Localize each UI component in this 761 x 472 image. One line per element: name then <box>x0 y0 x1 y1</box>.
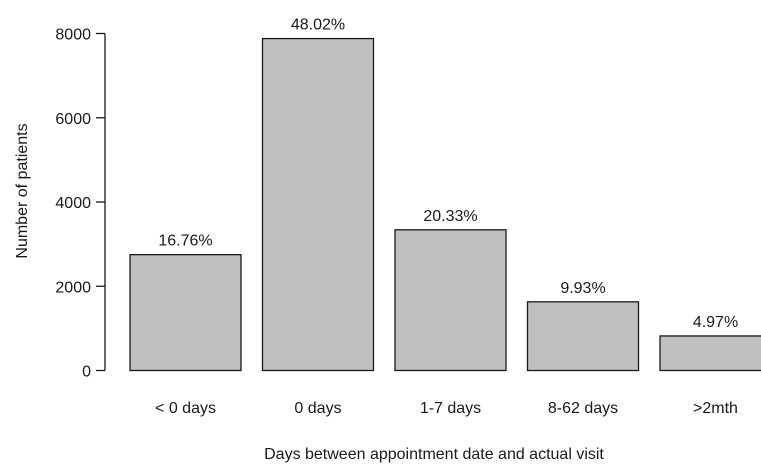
y-axis: 0 2000 4000 6000 8000 <box>55 27 106 381</box>
bar <box>129 254 242 372</box>
bars-group <box>129 37 761 372</box>
y-axis-title: Number of patients <box>14 123 31 258</box>
x-tick-label: 0 days <box>294 400 341 417</box>
bar <box>526 301 640 372</box>
data-label: 9.93% <box>560 280 605 297</box>
x-tick-label: >2mth <box>693 400 738 417</box>
y-tick-label: 0 <box>82 364 91 381</box>
data-labels-group: 16.76% 48.02% 20.33% 9.93% 4.97% <box>158 17 738 331</box>
bar <box>394 229 507 372</box>
bar <box>261 37 375 372</box>
bar <box>659 335 761 372</box>
x-tick-label: 1-7 days <box>420 400 481 417</box>
data-label: 48.02% <box>291 17 345 34</box>
x-tick-label: 8-62 days <box>548 400 618 417</box>
data-label: 16.76% <box>158 233 212 250</box>
y-tick-label: 2000 <box>55 279 91 296</box>
y-tick-label: 4000 <box>55 195 91 212</box>
x-axis-title: Days between appointment date and actual… <box>264 446 604 463</box>
y-tick-label: 6000 <box>55 111 91 128</box>
x-tick-label: < 0 days <box>155 400 216 417</box>
data-label: 20.33% <box>423 208 477 225</box>
data-label: 4.97% <box>693 314 738 331</box>
x-tick-labels-group: < 0 days 0 days 1-7 days 8-62 days >2mth <box>155 400 738 417</box>
y-tick-label: 8000 <box>55 27 91 44</box>
